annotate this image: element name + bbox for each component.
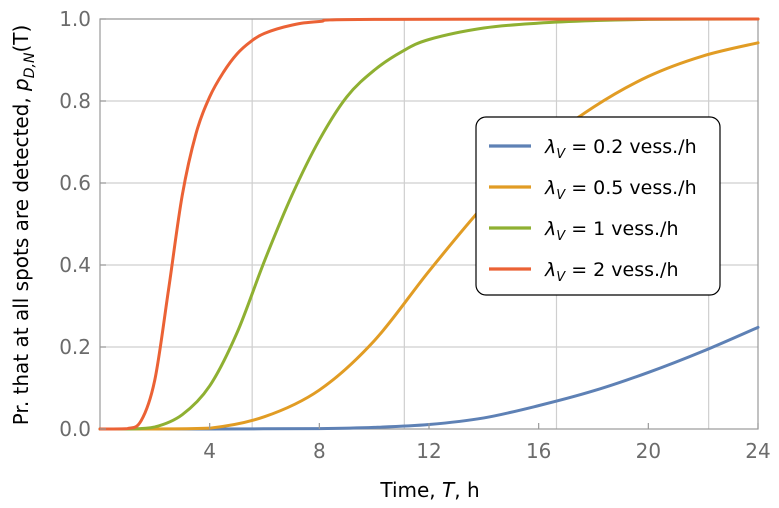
- series-line-2: [98, 41, 760, 431]
- x-tick-label: 16: [526, 439, 551, 463]
- y-axis-label: Pr. that at all spots are detected, pD,N…: [9, 25, 38, 426]
- legend-label: λV = 1 vess./h: [544, 218, 679, 244]
- y-tick-label: 0.8: [59, 89, 91, 113]
- legend: λV = 0.2 vess./h λV = 0.5 vess./h λV = 1 v…: [475, 116, 721, 296]
- series-line-4: [98, 17, 760, 431]
- legend-box: [475, 116, 721, 296]
- y-tick-label: 0.0: [59, 417, 91, 441]
- y-tick-label: 0.4: [59, 253, 91, 277]
- legend-label: λV = 0.5 vess./h: [544, 177, 697, 203]
- y-tick-label: 0.6: [59, 171, 91, 195]
- x-axis-label-post: , h: [454, 478, 479, 502]
- x-tick-label: 12: [416, 439, 441, 463]
- grid: [100, 18, 758, 429]
- y-axis-label-sub: D,N: [22, 52, 38, 78]
- x-axis-label-var: T: [442, 478, 456, 502]
- x-tick-label: 20: [636, 439, 661, 463]
- series-line-3: [98, 17, 760, 431]
- x-axis-label: Time, T, h: [379, 478, 479, 502]
- y-axis-ticks: 0.0 0.2 0.4 0.6 0.8 1.0: [59, 7, 106, 441]
- x-axis-label-pre: Time,: [379, 478, 442, 502]
- x-tick-label: 24: [745, 439, 770, 463]
- y-axis-label-pre: Pr. that at all spots are detected,: [9, 91, 33, 425]
- y-tick-label: 0.2: [59, 335, 91, 359]
- y-axis-label-post: (T): [9, 25, 33, 53]
- legend-label: λV = 0.2 vess./h: [544, 136, 697, 162]
- x-tick-label: 8: [313, 439, 326, 463]
- x-axis-ticks: 4 8 12 16 20 24: [203, 423, 771, 463]
- legend-label: λV = 2 vess./h: [544, 259, 679, 285]
- y-tick-label: 1.0: [59, 7, 91, 31]
- y-axis-label-var: p: [9, 78, 33, 92]
- x-tick-label: 4: [203, 439, 216, 463]
